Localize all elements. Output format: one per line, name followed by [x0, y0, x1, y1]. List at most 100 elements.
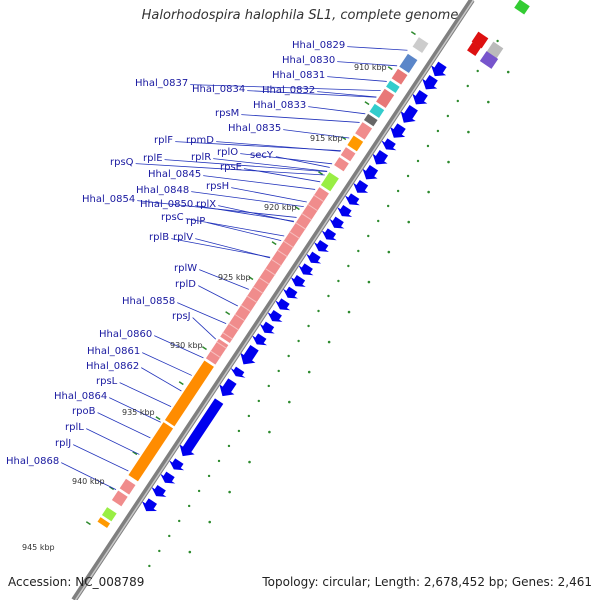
gene-label[interactable]: rplO — [217, 147, 238, 158]
gene-label[interactable]: rpsQ — [110, 157, 134, 168]
segment-divider — [210, 350, 221, 358]
gene-segment[interactable] — [127, 421, 174, 483]
gene-segment[interactable] — [339, 146, 357, 163]
gene-segment[interactable] — [385, 79, 401, 94]
gene-segment[interactable] — [363, 112, 379, 128]
gene-label[interactable]: rpsH — [206, 181, 229, 192]
gene-segment[interactable] — [118, 477, 137, 496]
gene-label[interactable]: rpsJ — [172, 311, 191, 322]
gene-label[interactable]: Hhal_0860 — [99, 329, 152, 340]
gene-label[interactable]: rplE — [143, 153, 163, 164]
gene-label[interactable]: rplP — [186, 216, 205, 227]
gene-label[interactable]: rplJ — [55, 438, 71, 449]
gene-arrow[interactable] — [179, 398, 224, 457]
gene-label[interactable]: rpsC — [161, 212, 184, 223]
gene-label[interactable]: rplX — [196, 199, 216, 210]
gene-label[interactable]: rplB — [149, 232, 169, 243]
gene-label[interactable]: secY — [250, 150, 274, 161]
gene-leader-line — [141, 367, 182, 392]
gene-segment[interactable] — [111, 489, 129, 508]
gene-arrow[interactable] — [169, 458, 185, 471]
tick-dot — [476, 69, 479, 73]
gene-segment[interactable] — [101, 506, 118, 523]
gene-arrow[interactable] — [372, 149, 389, 165]
gene-label[interactable]: Hhal_0837 — [135, 78, 188, 89]
gene-label[interactable]: rpmD — [186, 135, 214, 146]
gene-label[interactable]: Hhal_0835 — [228, 123, 281, 134]
gene-arrow[interactable] — [219, 378, 237, 397]
gene-segment[interactable] — [368, 102, 386, 119]
gene-arrow[interactable] — [422, 74, 438, 90]
gene-label[interactable]: rpsL — [96, 376, 118, 387]
gene-leader-line — [198, 285, 238, 307]
gene-label[interactable]: Hhal_0861 — [87, 346, 140, 357]
gene-label[interactable]: Hhal_0832 — [262, 85, 315, 96]
gene-arrow[interactable] — [412, 89, 428, 105]
gene-arrow[interactable] — [259, 321, 275, 334]
gene-label[interactable]: rplV — [173, 232, 193, 243]
gene-label[interactable]: Hhal_0858 — [122, 296, 175, 307]
gene-segment[interactable] — [375, 87, 395, 109]
gene-arrow[interactable] — [252, 333, 268, 346]
gene-arrow[interactable] — [160, 471, 176, 484]
gene-arrow[interactable] — [329, 216, 345, 229]
gene-arrow[interactable] — [282, 286, 298, 299]
gene-label[interactable]: Hhal_0864 — [54, 391, 107, 402]
gene-leader-line — [73, 444, 129, 472]
gene-label[interactable]: Hhal_0829 — [292, 40, 345, 51]
gene-segment[interactable] — [354, 121, 373, 141]
tick-dot — [347, 310, 351, 314]
gene-arrow[interactable] — [431, 61, 447, 77]
gene-label[interactable]: rpsE — [220, 162, 242, 173]
gene-arrow[interactable] — [151, 484, 167, 497]
gene-label[interactable]: rplW — [174, 263, 197, 274]
gene-label[interactable]: Hhal_0848 — [136, 185, 189, 196]
gene-segment[interactable] — [390, 67, 409, 86]
gene-label[interactable]: Hhal_0833 — [253, 100, 306, 111]
gene-arrow[interactable] — [390, 123, 406, 138]
gene-arrow[interactable] — [267, 309, 283, 322]
gene-arrow[interactable] — [298, 263, 314, 276]
gene-segment[interactable] — [320, 171, 340, 193]
gene-arrow[interactable] — [313, 239, 329, 252]
gene-label[interactable]: Hhal_0854 — [82, 194, 135, 205]
gene-arrow[interactable] — [306, 251, 322, 264]
gene-segment[interactable] — [346, 134, 365, 153]
gene-arrow[interactable] — [400, 104, 418, 123]
gene-leader-line — [177, 302, 227, 324]
gene-arrow[interactable] — [290, 274, 306, 287]
gene-label[interactable]: Hhal_0868 — [6, 456, 59, 467]
gene-label[interactable]: rpoB — [72, 406, 96, 417]
gene-segment[interactable] — [205, 337, 230, 366]
gene-label[interactable]: Hhal_0845 — [148, 169, 201, 180]
tick-dot — [367, 234, 370, 238]
gene-segment[interactable] — [398, 52, 419, 74]
gene-label[interactable]: Hhal_0850 — [140, 199, 193, 210]
gene-label[interactable]: Hhal_0830 — [282, 55, 335, 66]
gene-arrow[interactable] — [230, 366, 246, 378]
gene-label[interactable]: rplR — [191, 152, 211, 163]
gene-label[interactable]: rplD — [175, 279, 196, 290]
gene-label[interactable]: Hhal_0862 — [86, 361, 139, 372]
gene-label[interactable]: rpsM — [215, 108, 239, 119]
gene-label[interactable]: Hhal_0831 — [272, 70, 325, 81]
gene-segment[interactable] — [96, 516, 111, 529]
gene-arrow[interactable] — [142, 498, 158, 512]
gene-arrow[interactable] — [240, 344, 259, 365]
gene-segment[interactable] — [164, 359, 215, 428]
gene-arrow[interactable] — [353, 179, 369, 193]
gene-arrow[interactable] — [321, 228, 337, 241]
gene-segment[interactable] — [411, 36, 430, 54]
gene-arrow[interactable] — [275, 298, 291, 311]
gene-arrow[interactable] — [344, 193, 360, 206]
gene-leader-line — [337, 61, 398, 67]
gene-arrow[interactable] — [362, 164, 379, 180]
tick-dot — [467, 130, 470, 134]
gene-arrow[interactable] — [337, 204, 353, 217]
gene-segment[interactable] — [333, 156, 350, 173]
gene-segment[interactable] — [219, 186, 330, 344]
gene-label[interactable]: rplL — [65, 422, 84, 433]
gene-label[interactable]: rplF — [154, 135, 173, 146]
gene-arrow[interactable] — [381, 138, 397, 151]
gene-label[interactable]: Hhal_0834 — [192, 84, 245, 95]
